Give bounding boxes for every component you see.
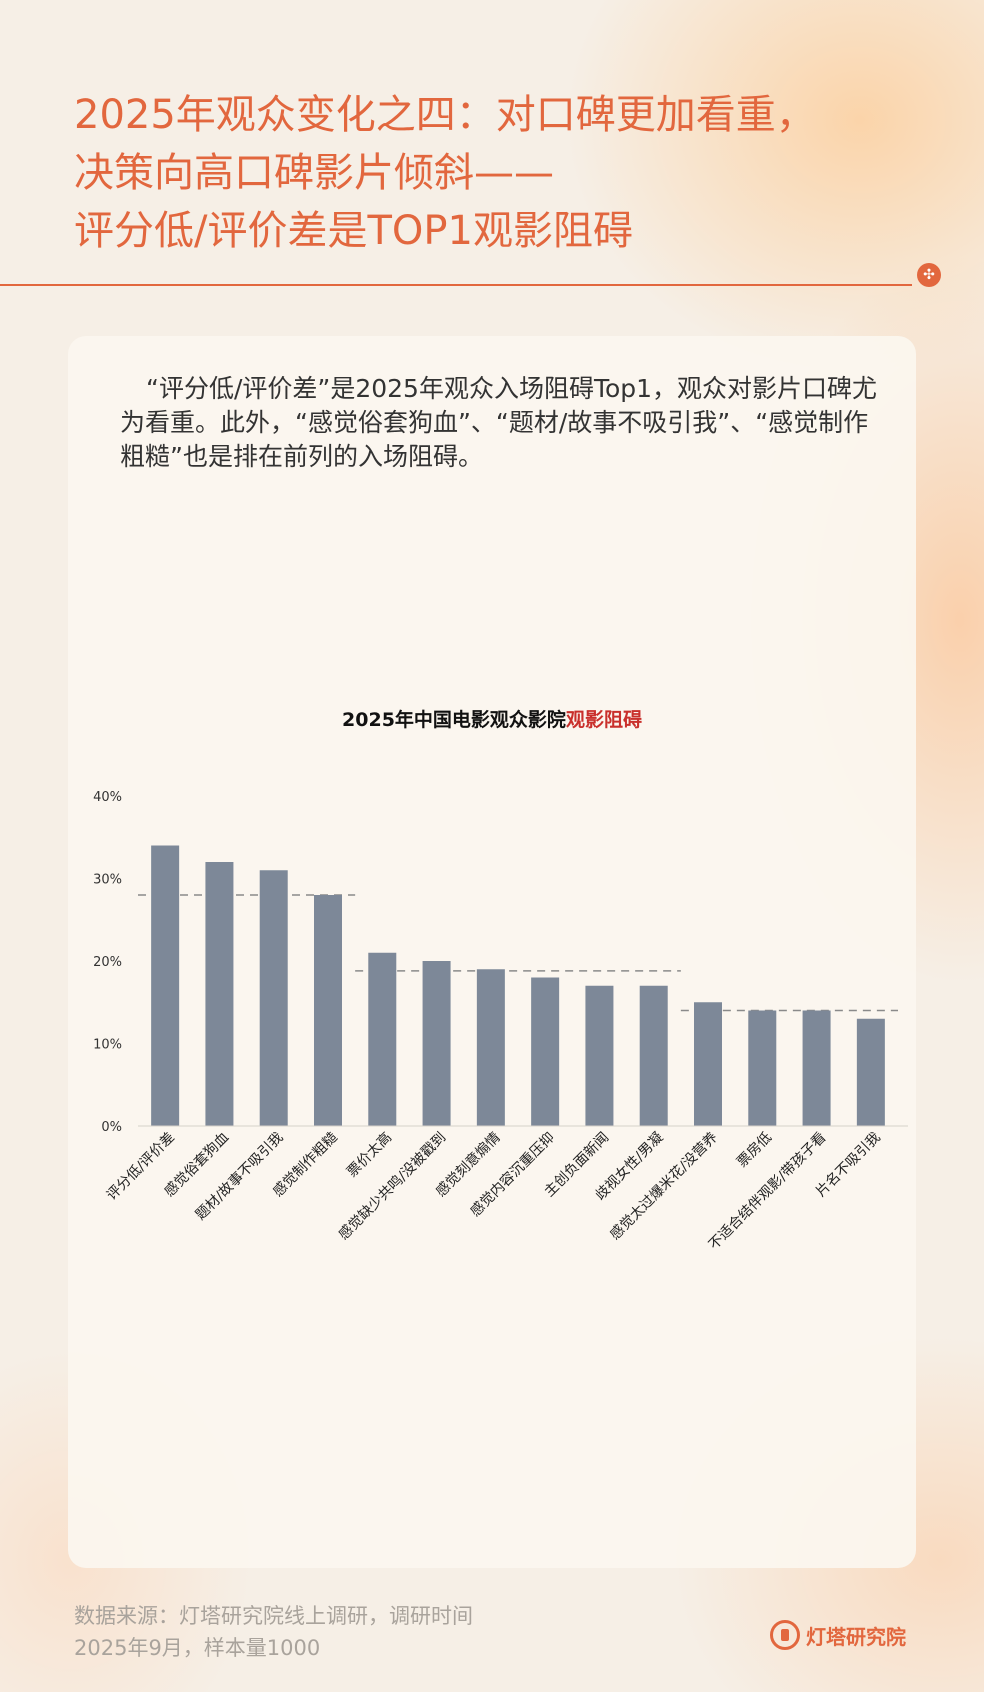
reference-lines xyxy=(138,894,898,1012)
content-card: “评分低/评价差”是2025年观众入场阻碍Top1，观众对影片口碑尤为看重。此外… xyxy=(68,336,916,1568)
divider-dot-icon: ✣ xyxy=(917,263,941,287)
intro-paragraph: “评分低/评价差”是2025年观众入场阻碍Top1，观众对影片口碑尤为看重。此外… xyxy=(120,374,878,471)
title-divider xyxy=(0,284,912,286)
bar xyxy=(748,1010,777,1126)
x-tick-label: 票价太高 xyxy=(343,1129,395,1181)
y-tick-label: 10% xyxy=(93,1038,122,1053)
bar xyxy=(259,870,288,1126)
lighthouse-logo-icon xyxy=(770,1620,800,1650)
bar xyxy=(368,952,397,1126)
bar xyxy=(314,895,342,1126)
bar xyxy=(476,969,505,1126)
bar xyxy=(205,862,234,1126)
chart-title-prefix: 2025年中国电影观众影院 xyxy=(342,708,566,731)
source-line-2: 2025年9月，样本量1000 xyxy=(74,1636,321,1660)
bar xyxy=(856,1018,885,1126)
data-source: 数据来源：灯塔研究院线上调研，调研时间 2025年9月，样本量1000 xyxy=(74,1600,594,1664)
title-line-1: 2025年观众变化之四：对口碑更加看重， xyxy=(74,92,816,138)
y-tick-label: 0% xyxy=(101,1120,122,1135)
title-line-2: 决策向高口碑影片倾斜—— xyxy=(74,150,554,196)
brand-name: 灯塔研究院 xyxy=(806,1624,906,1649)
bars xyxy=(151,845,885,1126)
page-title: 2025年观众变化之四：对口碑更加看重， 决策向高口碑影片倾斜—— 评分低/评价… xyxy=(74,86,934,260)
y-tick-label: 20% xyxy=(93,955,122,970)
bar xyxy=(531,977,560,1126)
x-tick-label: 票房低 xyxy=(734,1130,775,1171)
y-tick-label: 40% xyxy=(93,790,122,805)
bar xyxy=(585,985,614,1126)
title-line-3: 评分低/评价差是TOP1观影阻碍 xyxy=(74,208,633,254)
bar xyxy=(694,1002,722,1126)
y-axis: 0% 10% 20% 30% 40% xyxy=(93,790,122,1135)
bar-chart: 2025年中国电影观众影院观影阻碍 0% 10% 20% 30% 40% 评分低/评价差… xyxy=(93,708,908,1253)
x-tick-label: 感觉太过爆米花/没营养 xyxy=(606,1129,720,1243)
bar xyxy=(639,985,668,1126)
brand-logo: 灯塔研究院 xyxy=(770,1617,906,1653)
bar xyxy=(151,845,180,1126)
y-tick-label: 30% xyxy=(93,873,122,888)
chart-title-highlight: 观影阻碍 xyxy=(566,709,642,731)
x-tick-label: 感觉缺少共鸣/没被戳到 xyxy=(335,1129,449,1243)
bar xyxy=(422,961,451,1126)
chart-title: 2025年中国电影观众影院观影阻碍 xyxy=(342,708,642,731)
source-line-1: 数据来源：灯塔研究院线上调研，调研时间 xyxy=(74,1604,473,1628)
bar xyxy=(802,1010,831,1126)
